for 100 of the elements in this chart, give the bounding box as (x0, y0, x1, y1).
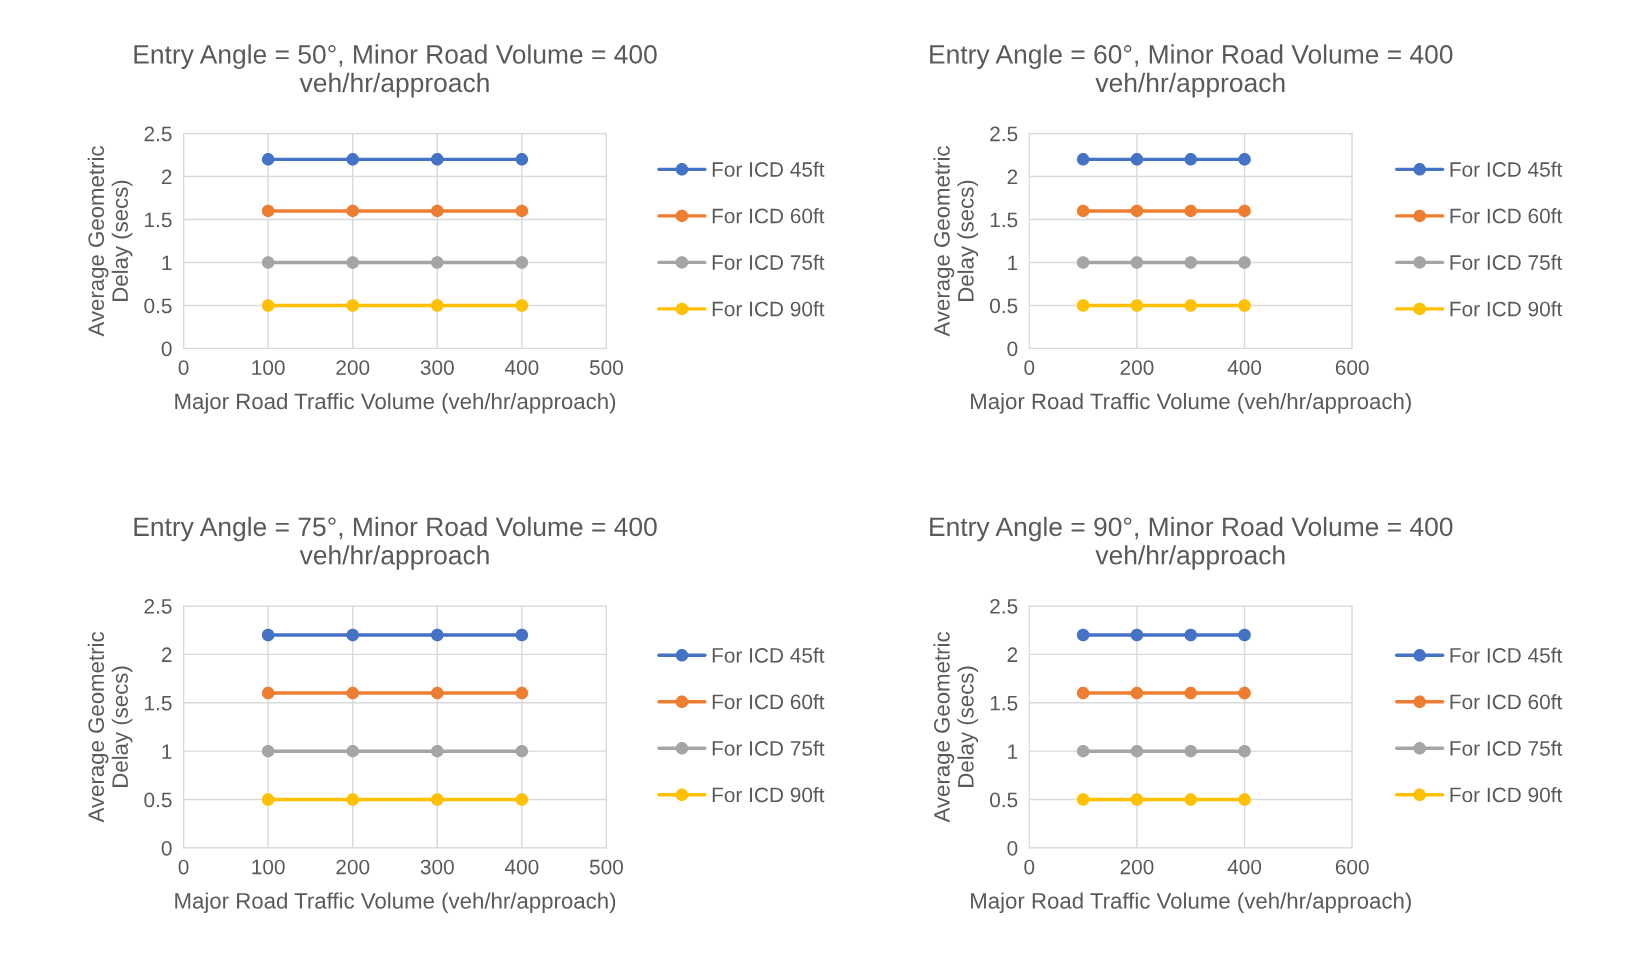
x-tick-label: 0 (1024, 360, 1035, 375)
point (515, 204, 529, 218)
y-tick-label: 2 (161, 647, 172, 662)
y-axis-title: Average Geometric Delay (secs) (933, 146, 979, 337)
chart-title: Entry Angle = 50°, Minor Road Volume = 400 veh/hr/approach (134, 44, 657, 98)
point (346, 153, 359, 166)
legend-label: For ICD 45ft (712, 647, 825, 663)
x-tick-label: 0 (178, 360, 189, 375)
chart-title: Entry Angle = 75°, Minor Road Volume = 400 veh/hr/approach (134, 516, 657, 570)
x-tick-label: 400 (504, 360, 539, 375)
legend-label: For ICD 75ft (1450, 254, 1563, 270)
y-tick-label: 0.5 (144, 298, 172, 314)
y-tick-label: 1.5 (145, 695, 172, 711)
y-tick-label: 0 (161, 840, 172, 856)
y-axis-title: Average Geometric Delay (secs) (933, 632, 979, 823)
point (431, 153, 444, 166)
legend-label: For ICD 90ft (712, 301, 825, 317)
x-tick-label: 500 (589, 360, 623, 375)
point (515, 153, 529, 166)
y-tick-label: 1.5 (990, 695, 1018, 711)
y-tick-label: 1 (162, 744, 172, 759)
x-tick-label: 500 (589, 859, 623, 875)
point (1238, 686, 1251, 700)
legend-label: For ICD 60ft (1450, 694, 1563, 710)
point (1130, 204, 1144, 218)
point (346, 299, 359, 312)
y-axis-title: Average Geometric Delay (secs) (87, 146, 133, 337)
y-tick-label: 1 (1008, 744, 1018, 759)
legend-label: For ICD 45ft (712, 161, 825, 177)
chart-title: Entry Angle = 90°, Minor Road Volume = 400 veh/hr/approach (930, 516, 1453, 570)
y-tick-label: 2 (161, 169, 172, 185)
x-tick-label: 200 (1120, 859, 1154, 875)
legend-label: For ICD 60ft (1450, 208, 1563, 224)
point (261, 793, 275, 806)
point (346, 256, 359, 269)
x-tick-label: 200 (336, 360, 370, 375)
point (431, 204, 444, 218)
x-axis-title: Major Road Traffic Volume (veh/hr/approach) (971, 892, 1411, 914)
y-tick-label: 0 (1007, 341, 1018, 357)
point (1184, 686, 1197, 700)
point (1238, 256, 1251, 269)
point (1238, 153, 1251, 166)
legend-label: For ICD 75ft (1450, 740, 1563, 756)
legend-label: For ICD 60ft (712, 208, 825, 224)
x-tick-label: 100 (252, 859, 285, 875)
y-tick-label: 0 (161, 341, 172, 357)
point (1076, 628, 1090, 642)
point (261, 744, 275, 758)
y-tick-label: 1.5 (145, 212, 172, 228)
legend-label: For ICD 45ft (1450, 161, 1563, 177)
point (1238, 744, 1251, 758)
x-tick-label: 300 (420, 360, 454, 375)
y-tick-label: 1 (1008, 255, 1018, 271)
point (515, 686, 529, 700)
y-tick-label: 2.5 (990, 598, 1018, 614)
x-tick-label: 200 (1120, 360, 1154, 375)
x-tick-label: 100 (252, 360, 285, 375)
legend-label: For ICD 90ft (712, 787, 825, 803)
point (1184, 153, 1197, 166)
point (1184, 628, 1197, 642)
point (515, 628, 529, 642)
legend-label: For ICD 75ft (712, 740, 825, 756)
point (1184, 204, 1197, 218)
point (515, 793, 529, 806)
point (515, 256, 529, 269)
y-tick-label: 0.5 (990, 298, 1018, 314)
point (1130, 793, 1144, 806)
point (1076, 204, 1090, 218)
x-axis-title: Major Road Traffic Volume (veh/hr/approach) (971, 392, 1411, 414)
x-tick-label: 400 (1227, 360, 1262, 375)
y-tick-label: 2.5 (990, 126, 1018, 142)
legend-label: For ICD 75ft (712, 254, 825, 270)
point (431, 256, 444, 269)
point (1184, 793, 1197, 806)
x-tick-label: 200 (336, 859, 370, 875)
point (431, 686, 444, 700)
y-tick-label: 0.5 (990, 792, 1018, 808)
point (1238, 793, 1251, 806)
point (1184, 256, 1197, 269)
point (515, 299, 529, 312)
point (261, 256, 275, 269)
legend-label: For ICD 45ft (1450, 647, 1563, 663)
point (1130, 299, 1144, 312)
legend-label: For ICD 60ft (712, 694, 825, 710)
x-tick-label: 0 (178, 859, 189, 875)
point (1076, 299, 1090, 312)
point (1076, 153, 1090, 166)
point (261, 686, 275, 700)
point (515, 744, 529, 758)
x-tick-label: 600 (1335, 360, 1369, 375)
y-axis-title: Average Geometric Delay (secs) (87, 632, 133, 823)
point (346, 793, 359, 806)
point (261, 153, 275, 166)
point (1130, 256, 1144, 269)
y-tick-label: 2.5 (144, 126, 172, 142)
point (431, 628, 444, 642)
point (346, 204, 359, 218)
y-tick-label: 2 (1007, 169, 1018, 185)
point (1076, 793, 1090, 806)
x-tick-label: 400 (1227, 859, 1262, 875)
